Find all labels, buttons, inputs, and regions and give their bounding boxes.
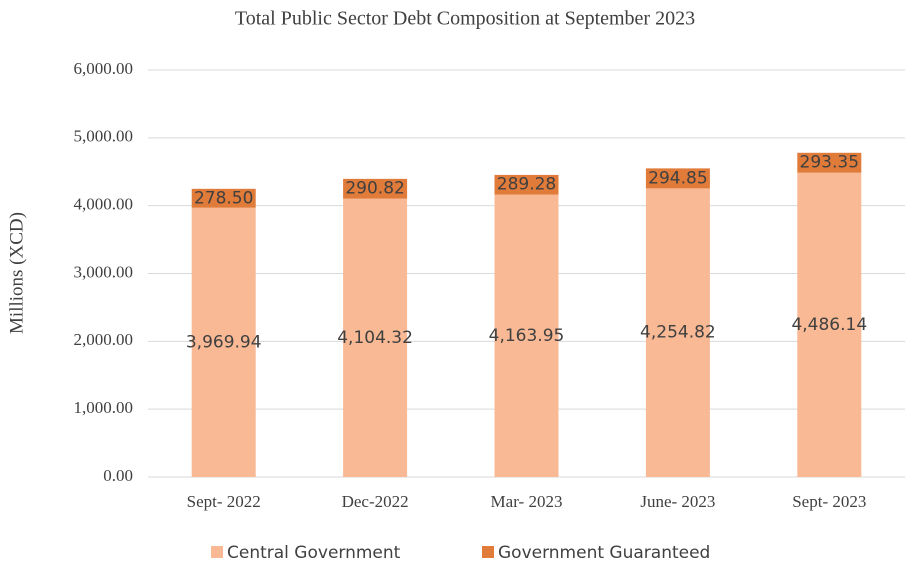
legend-label: Government Guaranteed [498,543,710,563]
data-label: 278.50 [194,188,253,208]
bar-segment [494,174,559,195]
bar-segment [494,194,559,477]
data-label: 4,254.82 [640,323,716,343]
x-tick-label: June- 2023 [640,492,715,511]
data-label: 4,163.95 [489,326,565,346]
y-tick-label: 0.00 [103,466,133,485]
bar-segment [645,188,710,477]
x-tick-label: Dec-2022 [342,492,409,511]
y-axis-label: Millions (XCD) [6,212,27,334]
data-label: 293.35 [800,153,859,173]
y-tick-label: 4,000.00 [74,195,134,214]
bar-segment [191,207,256,477]
bar-segment [797,152,862,173]
data-label: 4,486.14 [791,315,867,335]
bar-segment [343,178,408,199]
y-tick-label: 6,000.00 [74,59,134,78]
legend-swatch [482,546,494,558]
y-tick-label: 3,000.00 [74,262,134,281]
legend-swatch [211,546,223,558]
y-tick-label: 1,000.00 [74,398,134,417]
bar-segment [343,198,408,478]
y-tick-label: 5,000.00 [74,127,134,146]
data-label: 3,969.94 [186,332,262,352]
data-label: 4,104.32 [337,328,413,348]
data-label: 289.28 [497,175,556,195]
bar-segment [645,168,710,189]
chart-title: Total Public Sector Debt Composition at … [235,8,695,30]
x-tick-label: Sept- 2023 [792,492,866,511]
bar-segment [191,188,256,208]
x-tick-label: Mar- 2023 [491,492,563,511]
x-tick-label: Sept- 2022 [187,492,261,511]
data-label: 294.85 [648,168,707,188]
y-tick-label: 2,000.00 [74,330,134,349]
bar-segment [797,172,862,477]
data-label: 290.82 [345,179,404,199]
legend-label: Central Government [227,543,401,563]
